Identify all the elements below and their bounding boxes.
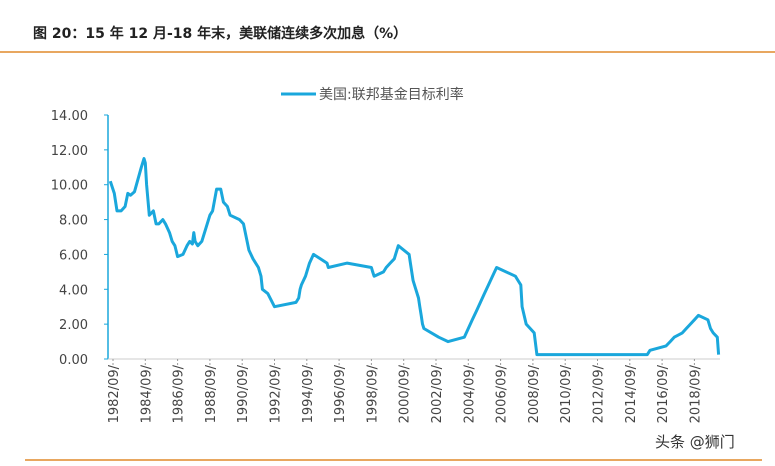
x-tick-label: 1984/09/ [139,364,154,423]
x-tick-label: 1996/09/ [333,364,348,423]
x-tick-label: 1988/09/ [204,364,219,423]
x-tick-label: 2004/09/ [462,364,477,423]
figure-title: 图 20：15 年 12 月-18 年末，美联储连续多次加息（%） [33,25,407,42]
x-tick-label: 1998/09/ [365,364,380,423]
x-tick-label: 1990/09/ [236,364,251,423]
y-axis: 0.00 2.00 4.00 6.00 8.00 10.00 12.00 14.00 [51,109,109,368]
x-tick-label: 2018/09/ [688,364,703,423]
x-tick-label: 2016/09/ [656,364,671,423]
x-tick-label: 1982/09/ [107,364,122,423]
x-tick-label: 2002/09/ [430,364,445,423]
y-tick-label: 0.00 [59,353,88,368]
x-tick-label: 2012/09/ [592,364,607,423]
y-tick-label: 4.00 [59,283,88,298]
x-tick-label: 1986/09/ [172,364,187,423]
x-tick-label: 1994/09/ [301,364,316,423]
x-tick-label: 2014/09/ [624,364,639,423]
x-tick-label: 2006/09/ [495,364,510,423]
y-tick-label: 8.00 [59,214,88,229]
legend: 美国:联邦基金目标利率 [281,86,464,103]
y-tick-label: 12.00 [51,144,88,159]
y-tick-label: 10.00 [51,179,88,194]
y-tick-label: 2.00 [59,318,88,333]
x-tick-label: 1992/09/ [269,364,284,423]
x-tick-label: 2008/09/ [527,364,542,423]
y-tick-label: 14.00 [51,109,88,124]
x-axis: 1982/09/1984/09/1986/09/1988/09/1990/09/… [107,358,720,423]
x-tick-label: 2000/09/ [398,364,413,423]
x-tick-label: 2010/09/ [559,364,574,423]
series-line [108,157,721,357]
legend-label: 美国:联邦基金目标利率 [319,86,464,103]
y-tick-label: 6.00 [59,248,88,263]
watermark: 头条 @狮门 [655,433,735,451]
